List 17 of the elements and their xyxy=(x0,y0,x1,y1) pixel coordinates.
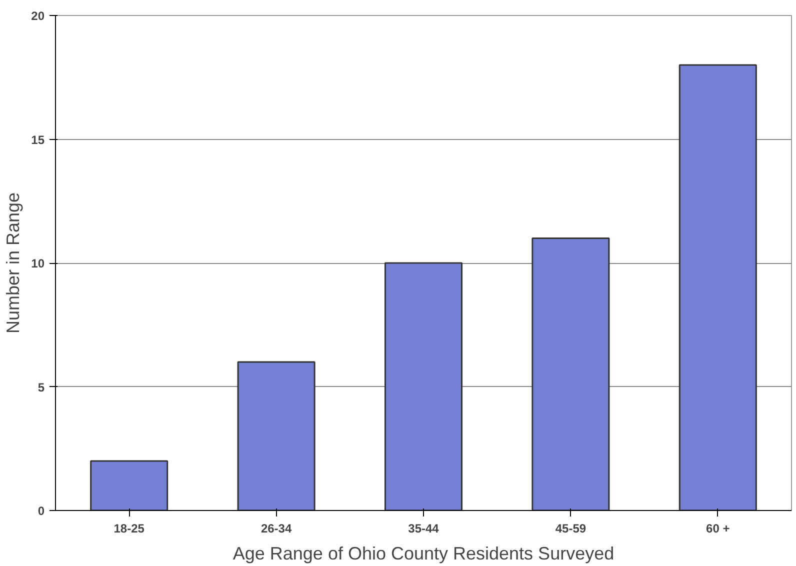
y-tick-label: 10 xyxy=(31,256,45,270)
x-tick-label: 26-34 xyxy=(260,522,292,536)
y-axis-title: Number in Range xyxy=(3,192,24,334)
y-tick-label: 0 xyxy=(38,504,45,518)
bar xyxy=(384,262,463,510)
bar xyxy=(237,361,316,510)
x-axis-title: Age Range of Ohio County Residents Surveyed xyxy=(232,544,614,564)
bar xyxy=(678,64,757,510)
y-tick-label: 20 xyxy=(31,9,45,23)
x-tick-label: 60 + xyxy=(706,522,730,536)
bar xyxy=(532,238,610,510)
y-tick-label: 5 xyxy=(38,380,45,394)
x-tick-label: 45-59 xyxy=(555,522,586,536)
bar xyxy=(90,460,168,510)
x-tick-label: 18-25 xyxy=(114,522,145,536)
y-tick-label: 15 xyxy=(31,132,45,147)
x-tick-label: 35-44 xyxy=(408,522,440,536)
